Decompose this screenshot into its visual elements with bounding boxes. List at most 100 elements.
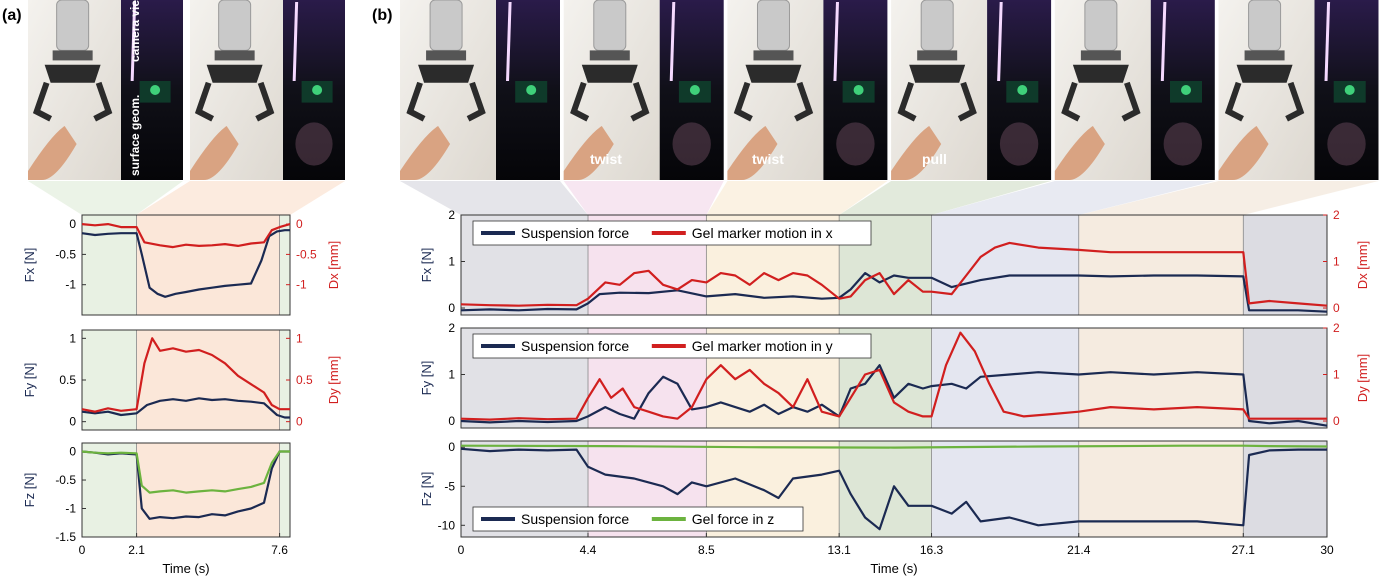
y-tick-label: 0 <box>69 415 76 429</box>
phase-band <box>82 215 137 315</box>
y-tick-label: -0.5 <box>55 473 76 487</box>
y-tick-label: 0 <box>448 440 455 454</box>
photo-strip-b <box>400 0 1379 180</box>
surface-geom-label: surface geom. <box>128 95 142 176</box>
connector-fan <box>400 181 589 215</box>
y-axis-label: Fz [N] <box>22 473 37 508</box>
phase-band <box>136 215 280 315</box>
connector-fan <box>839 181 1052 215</box>
chart-a-fx: 0 -0.5 -1 0 -0.5 -1 Dx [mm] Fx [N] <box>22 214 341 316</box>
y-axis-label: Fz [N] <box>419 472 434 507</box>
connector-fans <box>28 181 1379 215</box>
x-tick-label: 27.1 <box>1232 543 1256 557</box>
photo-strip-a <box>28 0 345 180</box>
y-right-tick-label: 0 <box>1333 301 1340 315</box>
connector-fan <box>1078 181 1379 215</box>
annotation-pull: pull <box>922 151 947 167</box>
phase-band <box>136 330 280 430</box>
legend: Suspension force Gel force in z <box>472 506 804 532</box>
y-tick-label: -5 <box>444 479 455 493</box>
phase-band <box>839 441 932 537</box>
y-right-axis-label: Dy [mm] <box>1355 354 1370 402</box>
y-right-tick-label: 1 <box>1333 255 1340 269</box>
y-tick-label: 1 <box>448 368 455 382</box>
y-tick-label: -1.5 <box>55 530 76 544</box>
series-line-gel_z <box>460 444 1328 449</box>
photo-b-3 <box>727 0 888 180</box>
legend: Suspension force Gel marker motion in y <box>472 333 872 359</box>
legend-entry: Gel marker motion in x <box>692 225 833 241</box>
legend-entry: Suspension force <box>521 511 629 527</box>
y-axis-label: Fy [N] <box>419 361 434 396</box>
y-right-axis-label: Dx [mm] <box>326 241 341 289</box>
panel-label-b: (b) <box>372 7 392 24</box>
connector-fan <box>28 181 183 215</box>
plot-frame <box>460 327 1328 429</box>
plot-frame <box>81 442 291 538</box>
y-right-axis-label: Dy [mm] <box>326 356 341 404</box>
photo-a-2 <box>190 0 345 180</box>
series-line-gel <box>81 223 291 249</box>
x-tick-label: 8.5 <box>698 543 715 557</box>
connector-fan <box>931 181 1215 215</box>
y-right-tick-label: 2 <box>1333 208 1340 222</box>
connector-fan <box>136 181 345 215</box>
photo-b-1 <box>400 0 560 180</box>
chart-a-fy: 0 0.5 1 0 0.5 1 Dy [mm] Fy [N] <box>22 329 341 431</box>
phase-band <box>82 443 137 537</box>
x-tick-label: 0 <box>79 543 86 557</box>
y-tick-label: 2 <box>448 208 455 222</box>
photo-a-1 <box>28 0 183 180</box>
y-axis-label: Fx [N] <box>419 248 434 283</box>
series-line-gel <box>81 337 290 413</box>
phase-band <box>1078 328 1244 428</box>
x-tick-label: 7.6 <box>271 543 288 557</box>
phase-band <box>1243 441 1327 537</box>
y-tick-label: 0 <box>69 217 76 231</box>
phase-band <box>931 215 1079 315</box>
legend-entry: Gel force in z <box>692 511 774 527</box>
plot-frame <box>81 214 291 316</box>
y-tick-label: -10 <box>438 518 456 532</box>
x-axis-label: Time (s) <box>870 561 917 576</box>
connector-fan <box>706 181 888 215</box>
y-axis-label: Fx [N] <box>22 248 37 283</box>
x-tick-label: 30 <box>1320 543 1334 557</box>
series-line-force <box>460 364 1328 427</box>
y-right-tick-label: 1 <box>296 331 303 345</box>
photo-b-5 <box>1054 0 1215 180</box>
series-line-force <box>81 397 290 419</box>
y-axis-label: Fy [N] <box>22 363 37 398</box>
x-tick-label: 13.1 <box>827 543 851 557</box>
series-line-gel_z <box>81 450 290 494</box>
chart-a-fz: 0 -0.5 -1 -1.5 Fz [N] 0 2.1 7.6 Time (s) <box>22 442 291 576</box>
legend: Suspension force Gel marker motion in x <box>472 220 872 246</box>
phase-band <box>279 215 290 315</box>
y-tick-label: -1 <box>65 502 76 516</box>
legend-entry: Suspension force <box>521 338 629 354</box>
x-tick-label: 0 <box>458 543 465 557</box>
phase-band <box>279 443 290 537</box>
y-right-tick-label: -0.5 <box>296 247 317 261</box>
y-tick-label: -1 <box>65 278 76 292</box>
y-right-tick-label: -1 <box>296 278 307 292</box>
y-right-axis-label: Dx [mm] <box>1355 241 1370 289</box>
y-tick-label: 0 <box>448 414 455 428</box>
series-line-force <box>460 272 1328 313</box>
connector-fan <box>563 181 724 215</box>
phase-band <box>1078 215 1244 315</box>
y-tick-label: 2 <box>448 321 455 335</box>
x-tick-label: 4.4 <box>580 543 597 557</box>
camera-view-label: camera view <box>128 0 142 62</box>
x-tick-label: 2.1 <box>128 543 145 557</box>
phase-band <box>1243 328 1327 428</box>
series-line-gel <box>460 241 1328 307</box>
y-right-tick-label: 0 <box>296 415 303 429</box>
plot-frame <box>460 440 1328 538</box>
plot-frame <box>460 214 1328 316</box>
y-right-tick-label: 0 <box>1333 414 1340 428</box>
y-tick-label: 1 <box>448 255 455 269</box>
y-tick-label: -0.5 <box>55 247 76 261</box>
x-axis-label: Time (s) <box>162 561 209 576</box>
